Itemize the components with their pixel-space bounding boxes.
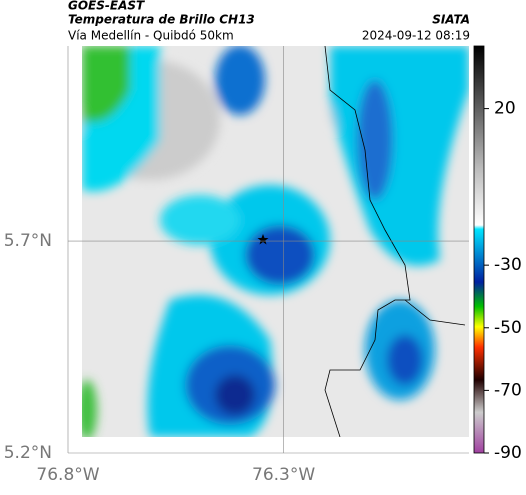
colorbar-tick-label: -90 bbox=[494, 443, 522, 463]
satellite: GOES-EAST bbox=[68, 0, 145, 13]
lon-tick-label: 76.8°W bbox=[36, 465, 99, 485]
colorbar-tick-label: 20 bbox=[494, 99, 516, 119]
agency: SIATA bbox=[432, 13, 470, 27]
colorbar bbox=[473, 45, 485, 454]
product: Temperatura de Brillo CH13 bbox=[68, 13, 255, 27]
colorbar-tick-label: -30 bbox=[494, 255, 522, 275]
satellite-image bbox=[82, 46, 469, 437]
timestamp: 2024-09-12 08:19 bbox=[362, 29, 470, 43]
lat-tick-label: 5.2°N bbox=[4, 443, 52, 463]
region: Vía Medellín - Quibdó 50km bbox=[68, 29, 234, 43]
colorbar-tick-label: -70 bbox=[494, 380, 522, 400]
lon-tick-label: 76.3°W bbox=[252, 465, 315, 485]
colorbar-tick-label: -50 bbox=[494, 318, 522, 338]
location-star bbox=[257, 234, 269, 245]
lat-tick-label: 5.7°N bbox=[4, 231, 52, 251]
